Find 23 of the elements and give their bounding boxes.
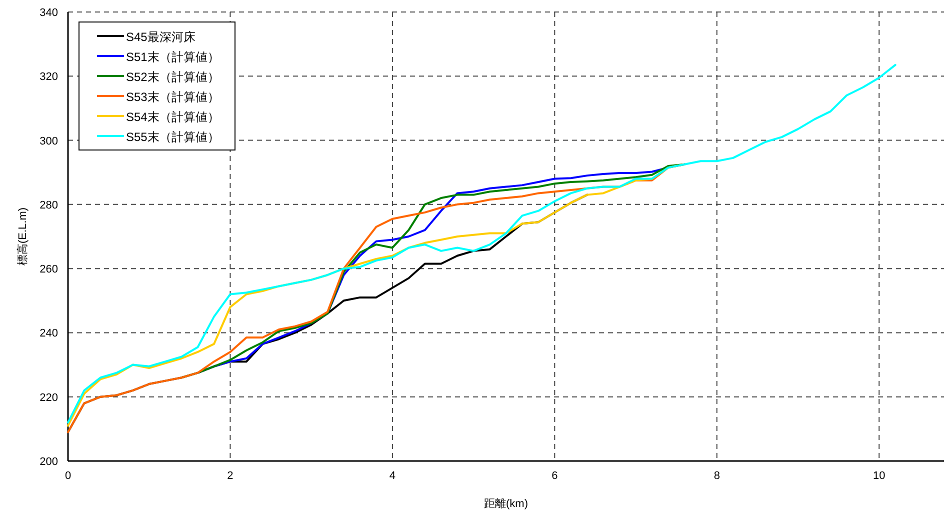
y-tick-label: 220	[40, 392, 58, 404]
y-axis-title: 標高(E.L.m)	[16, 207, 29, 266]
x-tick-label: 4	[389, 470, 396, 482]
legend-label: S52末（計算値）	[126, 70, 220, 84]
y-tick-label: 340	[40, 7, 58, 19]
y-tick-label: 280	[40, 199, 58, 212]
x-axis-title: 距離(km)	[484, 498, 528, 510]
line-series	[67, 64, 896, 424]
y-tick-label: 200	[40, 456, 58, 468]
legend-label: S54末（計算値）	[126, 110, 220, 124]
y-tick-label: 260	[40, 264, 58, 276]
legend-label: S55末（計算値）	[126, 130, 220, 144]
legend-label: S45最深河床	[126, 30, 196, 44]
x-tick-label: 0	[64, 470, 72, 482]
x-tick-label: 2	[227, 470, 234, 482]
legend-label: S51末（計算値）	[126, 50, 220, 64]
y-tick-label: 300	[40, 135, 58, 148]
legend-label: S53末（計算値）	[126, 90, 220, 104]
x-tick-label: 10	[872, 470, 886, 482]
x-tick-label: 8	[714, 470, 720, 482]
x-tick-label: 6	[552, 470, 558, 482]
y-tick-label: 240	[40, 328, 58, 340]
y-tick-label: 320	[40, 71, 58, 84]
